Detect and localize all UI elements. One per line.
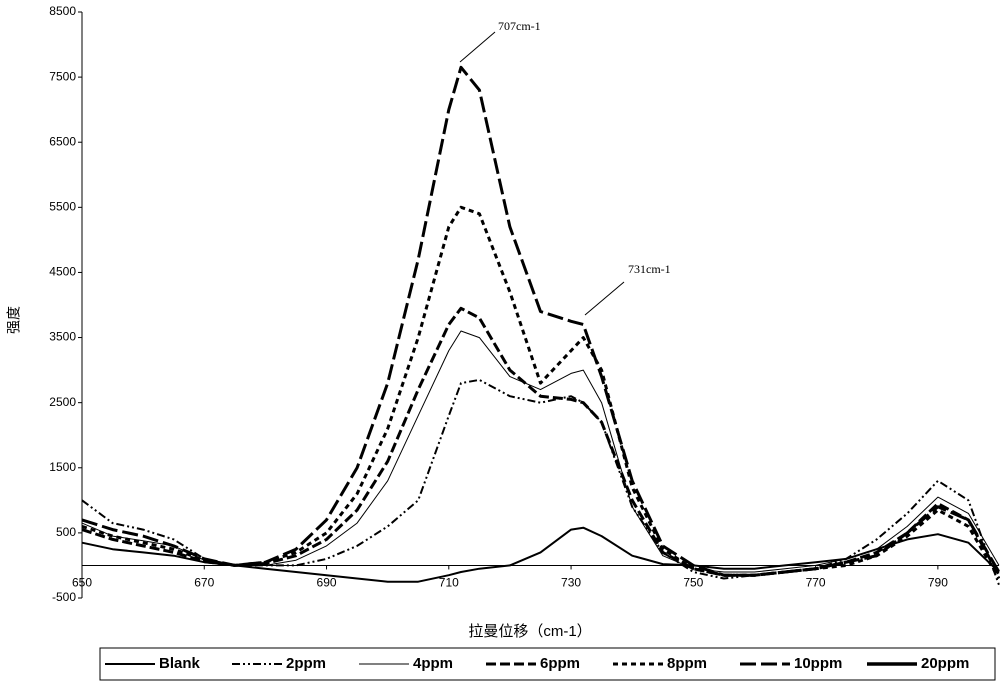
annotation: 707cm-1 [498, 19, 541, 33]
legend-label: 20ppm [921, 655, 969, 672]
y-tick-label: 500 [56, 525, 76, 539]
legend-label: 10ppm [794, 655, 842, 672]
annotation-leader [584, 281, 625, 316]
y-tick-label: 7500 [49, 69, 76, 83]
x-tick-label: 730 [561, 576, 581, 590]
series-line [81, 330, 1000, 573]
x-tick-label: 790 [928, 576, 948, 590]
series-line [81, 205, 1000, 580]
legend-label: 8ppm [667, 655, 707, 672]
legend-box [99, 647, 996, 681]
y-tick-label: 2500 [49, 395, 76, 409]
legend-label: 2ppm [286, 655, 326, 672]
x-axis-title: 拉曼位移（cm-1） [468, 623, 591, 640]
y-tick-label: 8500 [49, 4, 76, 18]
legend-label: 6ppm [540, 655, 580, 672]
series-line [81, 306, 1000, 577]
y-tick-label: 3500 [49, 330, 76, 344]
x-tick-label: 690 [317, 576, 337, 590]
x-tick-label: 770 [806, 576, 826, 590]
y-tick-label: 1500 [49, 460, 76, 474]
y-tick-label: 5500 [49, 200, 76, 214]
x-tick-label: 750 [683, 576, 703, 590]
y-axis-title: 强度 [6, 306, 22, 334]
y-tick-label: -500 [52, 590, 76, 604]
legend-label: 4ppm [413, 655, 453, 672]
annotation: 731cm-1 [628, 262, 671, 276]
y-tick-label: 6500 [49, 134, 76, 148]
legend-label: Blank [159, 655, 201, 672]
x-tick-label: 650 [72, 576, 92, 590]
annotation-leader [459, 31, 496, 63]
series-line [81, 65, 1000, 577]
x-tick-label: 670 [194, 576, 214, 590]
x-tick-label: 710 [439, 576, 459, 590]
series-line [81, 526, 1000, 583]
y-tick-label: 4500 [49, 265, 76, 279]
